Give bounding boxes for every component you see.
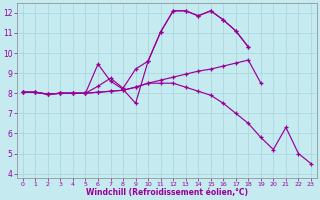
X-axis label: Windchill (Refroidissement éolien,°C): Windchill (Refroidissement éolien,°C) — [86, 188, 248, 197]
